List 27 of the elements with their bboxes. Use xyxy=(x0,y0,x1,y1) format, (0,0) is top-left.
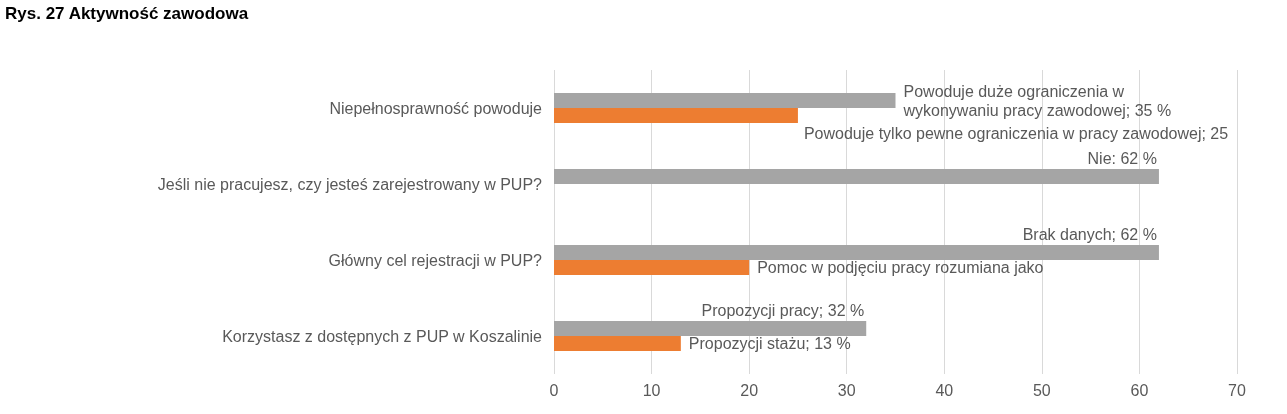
data-label: Powoduje duże ograniczenia w wykonywaniu pracy zawodowej; 35 % xyxy=(902,82,1172,119)
bar xyxy=(554,169,1159,184)
data-label: Pomoc w podjęciu pracy rozumiana jako xyxy=(757,259,1044,276)
data-label: Propozycji stażu; 13 % xyxy=(688,335,851,352)
x-tick-label: 0 xyxy=(549,381,559,399)
data-label: Propozycji pracy; 32 % xyxy=(701,302,865,319)
bar xyxy=(554,321,867,336)
x-tick-label: 70 xyxy=(1228,381,1246,399)
data-label: Brak danych; 62 % xyxy=(1022,226,1157,243)
bar xyxy=(554,245,1159,260)
bar xyxy=(554,108,798,123)
x-tick-label: 10 xyxy=(642,381,661,399)
x-tick-label: 20 xyxy=(740,381,759,399)
bar xyxy=(554,260,750,275)
data-label: Nie: 62 % xyxy=(1087,150,1157,167)
x-tick-label: 50 xyxy=(1032,381,1051,399)
bar xyxy=(554,336,681,351)
x-tick-label: 40 xyxy=(935,381,954,399)
y-tick-label: Korzystasz z dostępnych z PUP w Koszalinie xyxy=(222,327,543,345)
y-tick-label: Główny cel rejestracji w PUP? xyxy=(328,251,543,269)
y-tick-label: Niepełnosprawność powoduje xyxy=(329,99,543,117)
bar xyxy=(554,93,896,108)
text: Rys. 27 Aktywność zawodowa xyxy=(5,4,249,23)
data-label: Powoduje tylko pewne ograniczenia w pracy zawodowej; 25 xyxy=(803,125,1229,142)
x-tick-label: 30 xyxy=(837,381,856,399)
y-tick-label: Jeśli nie pracujesz, czy jesteś zarejestrowany w PUP? xyxy=(157,175,543,193)
x-tick-label: 60 xyxy=(1130,381,1149,399)
